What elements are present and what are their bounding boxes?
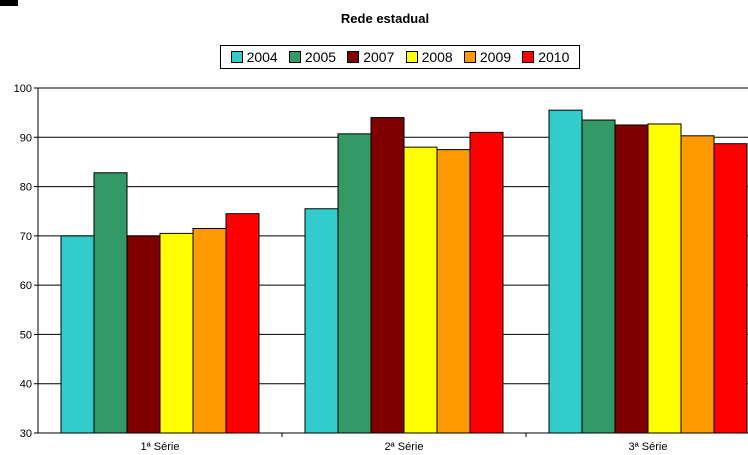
bar-2009-3 — [680, 135, 715, 434]
y-tick-label: 60 — [20, 280, 32, 292]
legend-label: 2005 — [304, 49, 337, 65]
bar-2005-2 — [337, 133, 372, 434]
legend-swatch — [463, 51, 476, 63]
legend-label: 2010 — [538, 49, 570, 65]
bar-2004-3 — [548, 109, 583, 434]
legend-item-2007: 2007 — [347, 49, 394, 65]
bar-2008-3 — [647, 123, 682, 434]
bar-2004-2 — [304, 208, 339, 434]
legend-swatch — [522, 51, 535, 63]
legend-item-2004: 2004 — [230, 49, 278, 65]
legend-item-2009: 2009 — [463, 49, 512, 65]
legend: 2004 2005 2007 2008 2009 2010 — [220, 45, 580, 69]
legend-swatch — [405, 51, 418, 63]
bar-2009-2 — [436, 149, 471, 434]
y-tick-label: 30 — [20, 428, 32, 440]
legend-item-2010: 2010 — [522, 49, 569, 65]
legend-label: 2004 — [246, 49, 278, 65]
legend-swatch — [230, 51, 243, 63]
bar-2007-3 — [614, 124, 649, 434]
legend-item-2008: 2008 — [405, 49, 453, 65]
legend-label: 2008 — [421, 49, 453, 65]
y-tick-label: 40 — [20, 379, 32, 391]
legend-swatch — [347, 51, 360, 63]
bar-2010-2 — [469, 131, 504, 434]
bar-2008-2 — [403, 146, 438, 434]
x-tick-label: 1ª Série — [141, 441, 180, 453]
bar-2007-1 — [126, 235, 161, 434]
legend-item-2005: 2005 — [288, 49, 337, 65]
bar-2009-1 — [192, 227, 227, 434]
y-tick-label: 100 — [14, 83, 32, 95]
y-tick-label: 70 — [20, 231, 32, 243]
bar-2007-2 — [370, 117, 405, 434]
legend-label: 2009 — [479, 49, 512, 65]
y-tick-label: 80 — [20, 182, 32, 194]
corner-mark — [0, 0, 18, 6]
bar-2004-1 — [60, 235, 95, 434]
chart-title: Rede estadual — [340, 11, 430, 26]
x-tick-label: 2ª Série — [385, 441, 424, 453]
legend-swatch — [288, 51, 301, 63]
bar-2010-1 — [225, 213, 260, 434]
y-tick-label: 90 — [20, 132, 32, 144]
bar-2010-3 — [713, 143, 748, 434]
legend-label: 2007 — [363, 49, 395, 65]
bar-2005-1 — [93, 172, 128, 434]
y-tick-label: 50 — [20, 329, 32, 341]
bar-2008-1 — [159, 232, 194, 434]
x-tick-label: 3ª Série — [629, 441, 668, 453]
bar-2005-3 — [581, 119, 616, 434]
